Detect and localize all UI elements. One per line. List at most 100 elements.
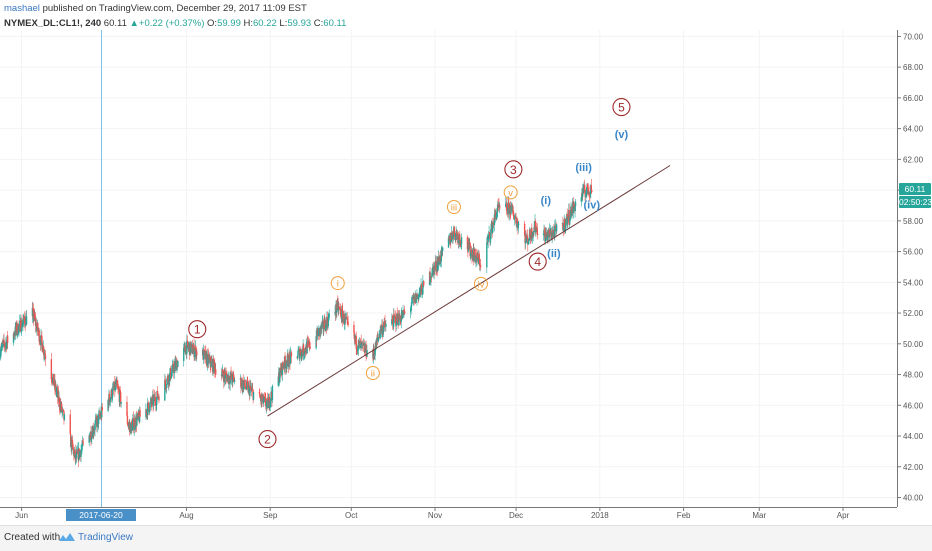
candle-body [589, 192, 592, 195]
time-tick-label: Aug [179, 511, 193, 520]
candle-body [39, 340, 41, 342]
wave-label-red: 5 [618, 101, 625, 115]
candle-body [93, 430, 95, 432]
candle-body [177, 361, 179, 368]
candle-body [269, 401, 271, 407]
candle-body [21, 324, 24, 327]
candle-body [72, 448, 75, 450]
candle-body [353, 332, 356, 340]
candle-body [431, 268, 434, 276]
candle-body [204, 351, 207, 359]
author-link[interactable]: mashael [4, 3, 40, 14]
candle-body [469, 242, 471, 257]
candle-body [228, 376, 230, 382]
tradingview-logo-icon [59, 533, 75, 541]
candle-body [395, 317, 397, 326]
candle-body [365, 344, 367, 357]
candle-body [423, 281, 425, 286]
candle-body [429, 279, 432, 282]
candle-body [90, 431, 92, 440]
candle-body [447, 237, 450, 248]
symbol-name[interactable]: NYMEX_DL:CL1!, 240 [4, 18, 102, 29]
candle-body [420, 284, 422, 293]
candle-body [458, 240, 460, 244]
candle-body [25, 316, 28, 325]
candle-body [56, 391, 58, 392]
candle-body [147, 402, 149, 415]
candle-body [202, 349, 205, 360]
candle-body [279, 367, 281, 378]
candle-body [71, 440, 74, 445]
candle-body [40, 335, 42, 346]
candle-body [224, 373, 227, 379]
plot-area[interactable] [0, 30, 897, 507]
candle-body [488, 232, 490, 236]
candle-body [251, 388, 254, 390]
candle-body [362, 342, 364, 345]
candle-body [233, 377, 235, 382]
candle-body [32, 307, 34, 309]
candle-body [118, 389, 120, 393]
candle-body [266, 398, 269, 400]
candle-body [73, 452, 76, 457]
candle-body [531, 228, 533, 239]
candle-body [410, 307, 412, 313]
candle-body [430, 276, 432, 280]
candle-body [203, 349, 205, 352]
candle-body [499, 206, 501, 208]
candle-body [50, 359, 53, 380]
candle-body [585, 193, 587, 198]
price-tick-label: 66.00 [903, 94, 924, 103]
candle-body [429, 271, 431, 282]
candle-body [134, 427, 137, 429]
candle-body [514, 216, 517, 219]
candle-body [174, 362, 177, 369]
candle-body [51, 379, 53, 382]
candle-body [110, 390, 113, 400]
candle-body [270, 391, 272, 401]
candle-body [42, 346, 45, 355]
candle-body [493, 214, 496, 225]
candle-body [536, 234, 539, 236]
candle-body [318, 328, 320, 337]
candle-body [552, 232, 554, 236]
tradingview-brand-link[interactable]: TradingView [78, 532, 134, 543]
price-tick-label: 62.00 [903, 155, 924, 164]
candle-body [63, 414, 66, 420]
candle-body [529, 229, 531, 237]
candle-body [422, 281, 424, 295]
candle-body [588, 191, 590, 193]
candle-body [284, 362, 287, 369]
candle-body [192, 352, 194, 354]
candle-body [554, 225, 556, 237]
candle-body [536, 227, 538, 228]
wave-label-orange: iii [451, 203, 457, 214]
trendline[interactable] [267, 165, 671, 417]
candle-body [259, 397, 261, 399]
candle-body [232, 374, 234, 376]
candle-body [81, 446, 83, 449]
candle-body [455, 233, 457, 241]
candle-body [55, 384, 57, 393]
candle-body [170, 377, 172, 379]
candle-body [378, 337, 380, 339]
candle-body [466, 237, 469, 250]
candle-body [527, 241, 529, 245]
candle-body [328, 317, 330, 319]
candle-body [340, 310, 342, 317]
candle-body [457, 234, 459, 237]
candle-body [532, 231, 535, 233]
wave-circle-orange [446, 200, 461, 215]
candle-body [324, 320, 327, 331]
candle-body [240, 386, 243, 388]
candle-body [467, 241, 470, 251]
candle-body [117, 386, 119, 389]
candle-body [268, 396, 270, 408]
candle-body [245, 387, 247, 389]
time-axis: Jun Aug Sep Oct Nov Dec 2018 Feb Mar Apr [15, 507, 850, 520]
candle-body [379, 333, 381, 338]
candle-body [377, 337, 379, 339]
candle-body [244, 386, 247, 388]
